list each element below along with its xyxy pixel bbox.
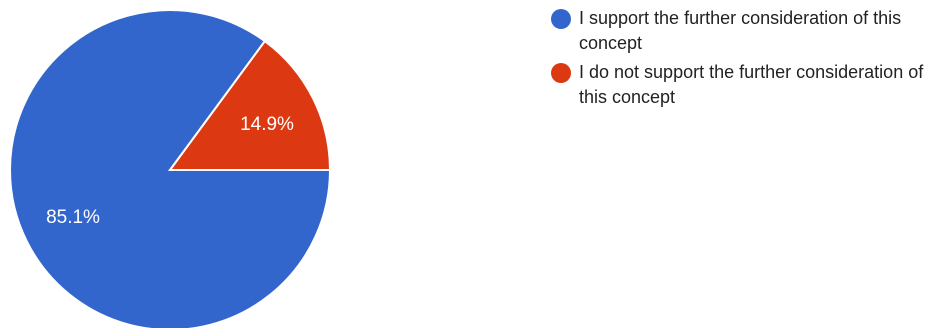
legend-swatch-support bbox=[551, 9, 571, 29]
legend: I support the further consideration of t… bbox=[551, 6, 931, 114]
pie-slice-not-support[interactable] bbox=[168, 39, 332, 171]
legend-item-not-support[interactable]: I do not support the further considerati… bbox=[551, 60, 931, 110]
legend-swatch-not-support bbox=[551, 63, 571, 83]
slice-label-support: 85.1% bbox=[46, 207, 100, 228]
legend-label-support: I support the further consideration of t… bbox=[579, 8, 902, 53]
legend-item-support[interactable]: I support the further consideration of t… bbox=[551, 6, 931, 56]
legend-label-not-support: I do not support the further considerati… bbox=[579, 62, 924, 107]
pie-slices bbox=[9, 9, 332, 328]
slice-label-not-support: 14.9% bbox=[240, 114, 294, 135]
